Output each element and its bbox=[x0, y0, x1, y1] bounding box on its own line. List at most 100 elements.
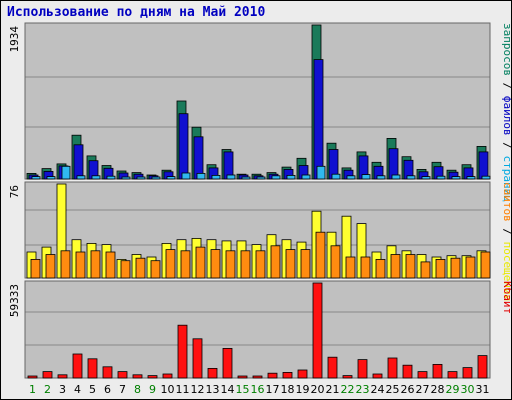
bar-Кбайт-17 bbox=[267, 372, 278, 379]
bar-сайтов-27 bbox=[420, 261, 431, 279]
x-tick-label-3: 3 bbox=[59, 383, 66, 396]
x-tick-label-4: 4 bbox=[74, 383, 81, 396]
bar-сайтов-9 bbox=[150, 260, 161, 279]
bar-сайтов-8 bbox=[135, 257, 146, 279]
x-tick-label-24: 24 bbox=[371, 383, 385, 396]
bar-Кбайт-25 bbox=[387, 357, 398, 379]
bar-Кбайт-4 bbox=[72, 353, 83, 379]
bar-файлов-12 bbox=[193, 136, 204, 180]
bar-Кбайт-23 bbox=[357, 359, 368, 379]
legend-part-top-0: запросов bbox=[501, 23, 511, 76]
legend-part-middle-0: сайтов bbox=[501, 182, 511, 222]
x-tick-label-1: 1 bbox=[29, 383, 36, 396]
bar-страниц-20 bbox=[316, 165, 326, 180]
bar-сайтов-23 bbox=[360, 256, 371, 279]
bar-Кбайт-16 bbox=[252, 375, 263, 379]
bar-Кбайт-1 bbox=[27, 375, 38, 379]
bar-Кбайт-14 bbox=[222, 347, 233, 379]
bar-страниц-18 bbox=[286, 174, 296, 180]
bar-страниц-30 bbox=[466, 176, 476, 180]
bar-сайтов-19 bbox=[300, 249, 311, 279]
bar-сайтов-25 bbox=[390, 254, 401, 279]
bar-сайтов-11 bbox=[180, 250, 191, 279]
y-max-label-bottom: 59333 bbox=[8, 284, 21, 317]
bar-Кбайт-12 bbox=[192, 338, 203, 379]
bar-страниц-5 bbox=[91, 175, 101, 180]
legend-label-bottom: Кбайт bbox=[501, 281, 511, 314]
bar-сайтов-30 bbox=[465, 256, 476, 279]
bar-файлов-25 bbox=[388, 148, 399, 180]
legend-part-top-2: файлов bbox=[501, 96, 511, 136]
bar-сайтов-1 bbox=[30, 258, 41, 279]
x-tick-label-7: 7 bbox=[119, 383, 126, 396]
x-tick-label-26: 26 bbox=[401, 383, 415, 396]
bar-страниц-2 bbox=[46, 176, 56, 180]
bar-сайтов-20 bbox=[315, 231, 326, 279]
bar-файлов-31 bbox=[478, 151, 489, 180]
bar-страниц-1 bbox=[31, 176, 41, 180]
x-tick-label-31: 31 bbox=[476, 383, 490, 396]
bar-сайтов-12 bbox=[195, 246, 206, 279]
legend-label-middle: сайтов / посещений bbox=[501, 182, 511, 301]
chart-title: Использование по дням на Май 2010 bbox=[7, 5, 266, 20]
bar-сайтов-10 bbox=[165, 249, 176, 279]
x-tick-label-14: 14 bbox=[221, 383, 235, 396]
bar-Кбайт-9 bbox=[147, 375, 158, 379]
bar-Кбайт-11 bbox=[177, 324, 188, 379]
bar-страниц-17 bbox=[271, 175, 281, 180]
bar-Кбайт-28 bbox=[432, 363, 443, 379]
plot-area-bottom bbox=[25, 281, 490, 378]
bar-сайтов-18 bbox=[285, 249, 296, 279]
legend-part-middle-2: посещений bbox=[501, 242, 511, 302]
x-tick-label-6: 6 bbox=[104, 383, 111, 396]
bar-страниц-31 bbox=[481, 175, 491, 180]
x-tick-label-5: 5 bbox=[89, 383, 96, 396]
x-tick-label-25: 25 bbox=[386, 383, 400, 396]
bar-сайтов-17 bbox=[270, 245, 281, 279]
bar-Кбайт-20 bbox=[312, 282, 323, 379]
bar-сайтов-7 bbox=[120, 260, 131, 279]
plot-area-top bbox=[25, 23, 490, 179]
bar-Кбайт-7 bbox=[117, 371, 128, 379]
bar-страниц-28 bbox=[436, 175, 446, 180]
bar-сайтов-29 bbox=[450, 257, 461, 279]
panel-top: 1934 запросов / файлов / страниц bbox=[8, 22, 511, 202]
bar-Кбайт-8 bbox=[132, 374, 143, 379]
bar-Кбайт-26 bbox=[402, 364, 413, 379]
x-tick-label-17: 17 bbox=[266, 383, 280, 396]
bar-сайтов-6 bbox=[105, 251, 116, 279]
bar-Кбайт-15 bbox=[237, 375, 248, 379]
bar-Кбайт-27 bbox=[417, 371, 428, 379]
legend-part-top-3: / bbox=[501, 136, 511, 156]
bar-страниц-13 bbox=[211, 174, 221, 180]
x-tick-label-16: 16 bbox=[251, 383, 265, 396]
x-tick-label-2: 2 bbox=[44, 383, 51, 396]
bar-страниц-11 bbox=[181, 172, 191, 180]
legend-part-bottom-0: Кбайт bbox=[501, 281, 511, 314]
bar-Кбайт-29 bbox=[447, 371, 458, 379]
bar-сайтов-26 bbox=[405, 254, 416, 279]
bar-сайтов-21 bbox=[330, 245, 341, 279]
panel-bottom: 59333 Кбайт bbox=[8, 280, 511, 379]
bar-страниц-12 bbox=[196, 172, 206, 180]
x-tick-label-8: 8 bbox=[134, 383, 141, 396]
bar-Кбайт-10 bbox=[162, 373, 173, 379]
x-tick-label-27: 27 bbox=[416, 383, 430, 396]
x-tick-label-11: 11 bbox=[176, 383, 190, 396]
legend-part-middle-1: / bbox=[501, 222, 511, 242]
bar-страниц-3 bbox=[61, 165, 71, 180]
bar-файлов-4 bbox=[73, 144, 84, 180]
bar-страниц-10 bbox=[166, 176, 176, 180]
bar-страниц-26 bbox=[406, 175, 416, 180]
x-tick-label-22: 22 bbox=[341, 383, 355, 396]
bar-страниц-22 bbox=[346, 175, 356, 180]
bar-Кбайт-18 bbox=[282, 371, 293, 379]
bar-сайтов-31 bbox=[480, 251, 491, 279]
bar-страниц-23 bbox=[361, 174, 371, 180]
bar-Кбайт-21 bbox=[327, 356, 338, 379]
bar-сайтов-22 bbox=[345, 256, 356, 279]
x-tick-label-10: 10 bbox=[161, 383, 175, 396]
x-tick-label-20: 20 bbox=[311, 383, 325, 396]
bar-Кбайт-31 bbox=[477, 355, 488, 379]
